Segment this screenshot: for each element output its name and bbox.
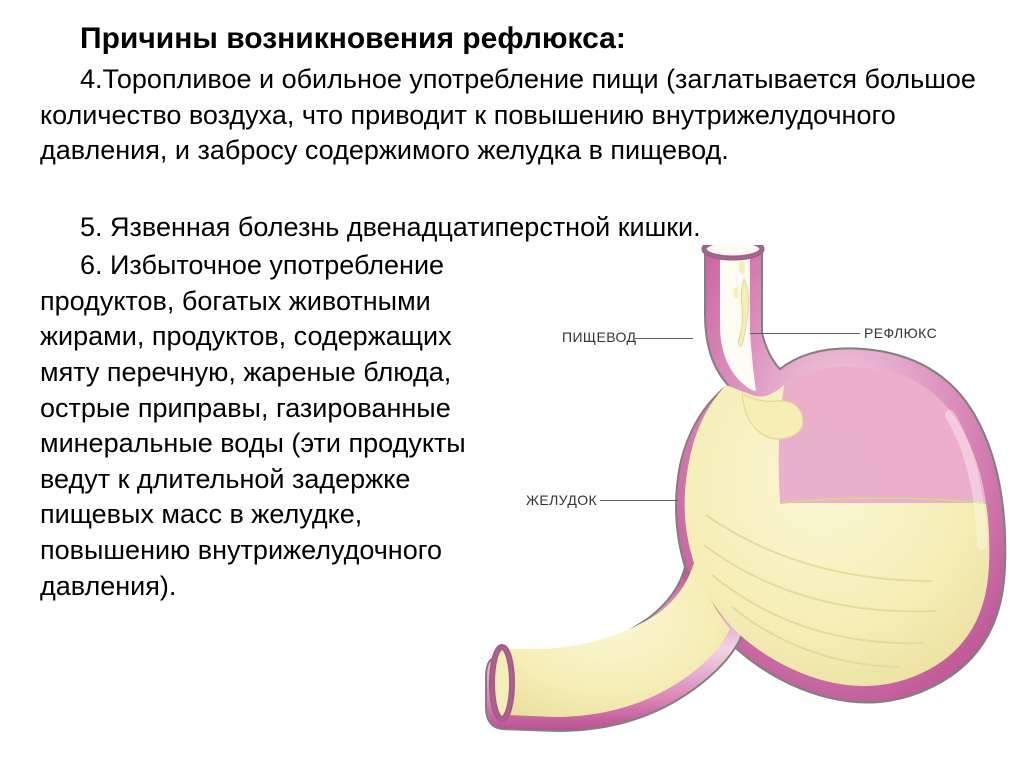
stomach-diagram: ПИЩЕВОД РЕФЛЮКС ЖЕЛУДОК: [480, 245, 1020, 765]
leader-reflux: [750, 333, 860, 334]
slide-title: Причины возникновения рефлюкса:: [80, 22, 960, 56]
label-esophagus: ПИЩЕВОД: [562, 329, 636, 345]
label-reflux: РЕФЛЮКС: [864, 325, 937, 341]
paragraph-4: 4.Торопливое и обильное употребление пищ…: [40, 62, 990, 169]
paragraph-5: 5. Язвенная болезнь двенадцатиперстной к…: [40, 210, 990, 246]
duodenum-lumen: [508, 563, 730, 717]
slide: Причины возникновения рефлюкса: 4.Торопл…: [0, 0, 1024, 767]
leader-stomach: [600, 500, 678, 501]
paragraph-6: 6. Избыточное употребление продуктов, бо…: [40, 248, 490, 604]
label-stomach: ЖЕЛУДОК: [526, 492, 597, 508]
leader-esophagus: [635, 338, 693, 339]
